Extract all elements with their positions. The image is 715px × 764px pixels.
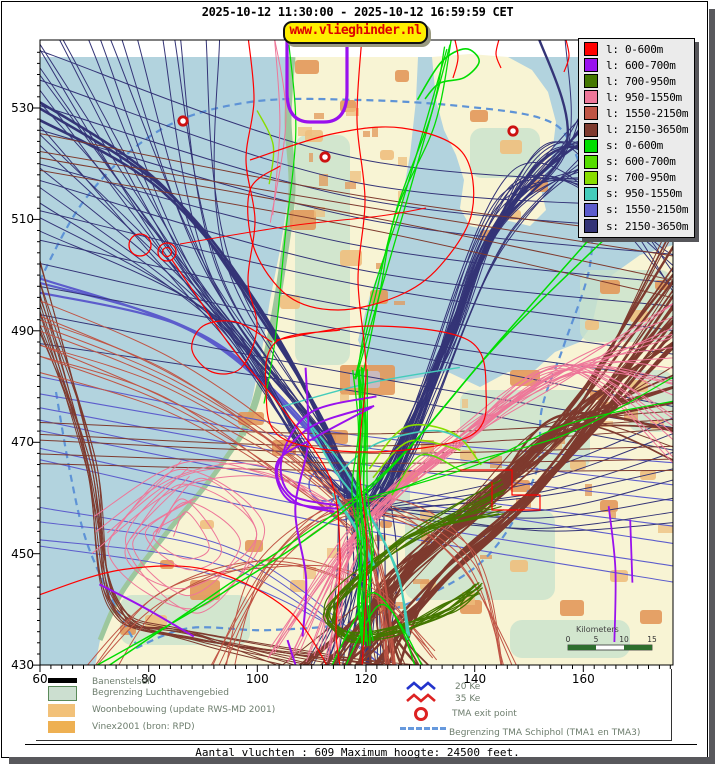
legend-color-swatch [584,154,598,169]
legend-item: s: 1550-2150m [579,202,694,218]
legend-color-swatch [584,202,598,217]
svg-text:0: 0 [566,635,571,644]
legend-color-swatch [584,122,598,137]
tma-exit-point-icon [414,707,428,721]
footer-item-label: Woonbebouwing (update RWS-MD 2001) [92,705,276,715]
footer-swatch-bar-black [48,678,77,683]
legend-item: s: 700-950m [579,170,694,186]
ke35-label: 35 Ke [455,694,481,704]
legend-color-swatch [584,138,598,153]
legend-item-label: l: 1550-2150m [606,106,689,120]
footer-box-bottom-border [36,740,672,741]
footer-item-label: Begrenzing Luchthavengebied [92,688,229,698]
legend-color-swatch [584,186,598,201]
window-shadow-bottom [9,757,715,764]
legend-item-label: s: 950-1550m [606,187,682,201]
legend-item-label: s: 0-600m [606,139,663,153]
svg-text:5: 5 [594,635,599,644]
legend-item-label: s: 600-700m [606,155,676,169]
legend-item-label: l: 2150-3650m [606,123,689,137]
x-tick-label: 100 [245,672,269,686]
legend-color-swatch [584,170,598,185]
footer-item-label: Vinex2001 (bron: RPD) [92,722,195,732]
x-tick-label: 140 [463,672,487,686]
y-tick-label: 430 [11,658,34,673]
flight-track-map: Kilometers 0 5 10 15 [33,39,674,672]
ke-zigzag-icon [406,681,436,703]
legend-color-swatch [584,74,598,89]
status-divider [25,744,697,745]
time-range-title: 2025-10-12 11:30:00 - 2025-10-12 16:59:5… [201,5,514,19]
legend-item: s: 2150-3650m [579,218,694,234]
x-tick-label: 120 [354,672,378,686]
legend-item: l: 0-600m [579,41,694,57]
x-tick-label: 80 [141,672,157,686]
legend-color-swatch [584,219,598,234]
vlieghinder-banner-button[interactable]: www.vlieghinder.nl [283,21,428,44]
tma-exit-label: TMA exit point [452,709,517,719]
status-line: Aantal vluchten : 609 Maximum hoogte: 24… [195,746,520,759]
x-tick-label: 60 [32,672,48,686]
svg-text:15: 15 [647,635,657,644]
ke20-label: 20 Ke [455,682,481,692]
y-tick-label: 450 [11,546,34,561]
legend-color-swatch [584,90,598,105]
footer-item-label: Banenstelsel [92,677,150,687]
x-tick-label: 160 [571,672,595,686]
altitude-legend: l: 0-600m l: 600-700m l: 700-950m l: 950-15… [578,38,695,239]
tma-boundary-label: Begrenzing TMA Schiphol (TMA1 en TMA3) [449,728,641,738]
noise-contour-icons [406,680,436,706]
tma-boundary-icon [400,727,446,730]
legend-item: l: 700-950m [579,73,694,89]
legend-item: l: 950-1550m [579,89,694,105]
legend-item-label: s: 2150-3650m [606,219,689,233]
legend-item: l: 1550-2150m [579,105,694,121]
footer-swatch-box-orange [48,721,75,733]
legend-item: l: 600-700m [579,57,694,73]
legend-item-label: s: 1550-2150m [606,203,689,217]
legend-item: s: 0-600m [579,138,694,154]
legend-item: s: 950-1550m [579,186,694,202]
legend-color-swatch [584,106,598,121]
svg-text:10: 10 [619,635,629,644]
footer-swatch-box-orange-light [48,704,75,717]
y-tick-label: 490 [11,323,34,338]
legend-item-label: l: 0-600m [606,42,663,56]
footer-box-right-border [671,669,672,741]
svg-text:Kilometers: Kilometers [576,625,619,634]
y-tick-label: 510 [11,212,34,227]
legend-color-swatch [584,58,598,73]
map-canvas: Kilometers 0 5 10 15 [28,32,688,680]
legend-item-label: l: 600-700m [606,58,676,72]
legend-item: l: 2150-3650m [579,121,694,137]
legend-item-label: l: 950-1550m [606,90,682,104]
legend-color-swatch [584,42,598,57]
legend-item-label: s: 700-950m [606,171,676,185]
y-tick-label: 530 [11,100,34,115]
footer-swatch-box-green [48,686,77,701]
window-shadow-right [709,9,715,764]
legend-item: s: 600-700m [579,154,694,170]
y-tick-label: 470 [11,435,34,450]
legend-item-label: l: 700-950m [606,74,676,88]
